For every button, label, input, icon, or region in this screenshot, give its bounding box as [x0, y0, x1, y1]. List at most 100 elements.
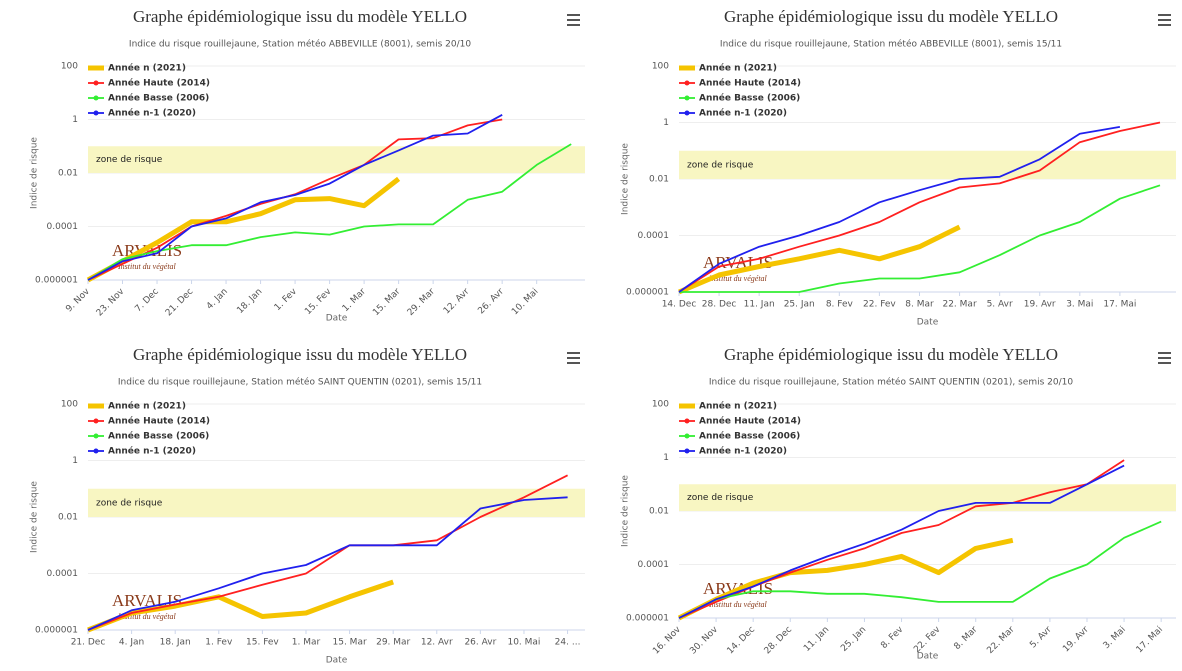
legend-label: Année Haute (2014) [108, 78, 210, 89]
x-tick-label: 22. Mar [985, 625, 1016, 656]
x-tick-label: 15. Fev [246, 638, 279, 648]
series-line [679, 184, 1161, 293]
y-tick-label: 0.0001 [47, 569, 79, 579]
x-tick-label: 22. Fev [912, 624, 943, 655]
legend-item[interactable]: Année n (2021) [679, 401, 777, 412]
x-tick-label: 28. Dec [702, 300, 737, 310]
legend-item[interactable]: Année n (2021) [88, 63, 186, 74]
legend-item[interactable]: Année n-1 (2020) [679, 108, 787, 119]
menu-button[interactable] [567, 14, 580, 26]
y-tick-label: 100 [652, 400, 669, 410]
legend-item[interactable]: Année n-1 (2020) [88, 108, 196, 119]
chart-subtitle: Indice du risque rouillejaune, Station m… [118, 377, 482, 388]
x-tick-label: 14. Dec [726, 625, 758, 657]
x-tick-label: 5. Avr [1028, 625, 1054, 651]
menu-bar [1158, 362, 1171, 364]
menu-bar [1158, 19, 1171, 21]
series-line [678, 121, 1161, 293]
risk-zone [679, 484, 1176, 511]
legend-item[interactable]: Année Basse (2006) [679, 93, 800, 104]
x-tick-label: 8. Mar [952, 625, 979, 652]
series-line [678, 126, 1121, 293]
x-tick-label: 28. Dec [763, 625, 795, 657]
x-tick-label: 18. Jan [235, 287, 264, 316]
legend-marker [93, 95, 99, 101]
legend-label: Année Basse (2006) [699, 431, 800, 442]
legend-label: Année Haute (2014) [699, 416, 801, 427]
legend-item[interactable]: Année n-1 (2020) [88, 446, 196, 457]
legend-item[interactable]: Année Haute (2014) [88, 416, 210, 427]
series-line [677, 537, 1014, 621]
logo-tagline: Institut du végétal [708, 600, 768, 609]
menu-bar [567, 357, 580, 359]
legend-item[interactable]: Année n (2021) [88, 401, 186, 412]
y-tick-label: 100 [61, 400, 78, 410]
x-tick-label: 29. Mar [406, 287, 437, 318]
legend-item[interactable]: Année n-1 (2020) [679, 446, 787, 457]
series-line [678, 224, 961, 295]
x-tick-label: 11. Jan [802, 625, 831, 654]
menu-bar [1158, 357, 1171, 359]
x-tick-label: 4. Jan [205, 287, 230, 312]
y-tick-label: 0.01 [58, 169, 78, 179]
legend-item[interactable]: Année Basse (2006) [679, 431, 800, 442]
legend-item[interactable]: Année Haute (2014) [679, 416, 801, 427]
logo-name: ARVALIS [112, 591, 182, 610]
chart-title: Graphe épidémiologique issu du modèle YE… [724, 7, 1058, 26]
legend-marker [684, 80, 690, 86]
y-tick-label: 1 [663, 453, 669, 463]
legend-item[interactable]: Année Haute (2014) [88, 78, 210, 89]
x-tick-label: 10. Mai [507, 638, 540, 648]
y-tick-label: 1 [72, 456, 78, 466]
series-line [87, 496, 568, 631]
x-tick-label: 26. Avr [476, 287, 506, 317]
menu-button[interactable] [1158, 14, 1171, 26]
y-tick-label: 0.01 [649, 507, 669, 517]
y-tick-label: 1 [663, 118, 669, 128]
x-tick-label: 16. Nov [651, 624, 683, 656]
x-tick-label: 5. Avr [987, 300, 1013, 310]
x-tick-label: 1. Fev [205, 638, 233, 648]
y-axis-title: Indice de risque [30, 137, 40, 209]
x-tick-label: 21. Dec [71, 638, 106, 648]
x-tick-label: 17. Mai [1135, 625, 1165, 655]
chart-panel: Graphe épidémiologique issu du modèle YE… [621, 7, 1176, 328]
series-line [678, 464, 1125, 619]
legend-item[interactable]: Année Haute (2014) [679, 78, 801, 89]
legend-label: Année n (2021) [699, 401, 777, 412]
x-tick-label: 1. Fev [273, 286, 300, 313]
x-tick-label: 24. ... [555, 638, 581, 648]
x-tick-label: 25. Jan [839, 625, 868, 654]
chart-title: Graphe épidémiologique issu du modèle YE… [724, 345, 1058, 364]
menu-button[interactable] [1158, 352, 1171, 364]
series-line [678, 520, 1162, 619]
chart-title: Graphe épidémiologique issu du modèle YE… [133, 7, 467, 26]
y-tick-label: 0.0001 [47, 222, 79, 232]
risk-zone [679, 150, 1176, 179]
legend-label: Année n-1 (2020) [699, 108, 787, 119]
menu-button[interactable] [567, 352, 580, 364]
legend-item[interactable]: Année n (2021) [679, 63, 777, 74]
x-tick-label: 26. Avr [464, 638, 496, 648]
legend-item[interactable]: Année Basse (2006) [88, 93, 209, 104]
x-tick-label: 11. Jan [744, 300, 775, 310]
risk-zone-label: zone de risque [96, 155, 163, 165]
x-tick-label: 21. Dec [164, 287, 196, 319]
logo-tagline: Institut du végétal [708, 274, 768, 283]
x-tick-label: 12. Avr [442, 287, 472, 317]
x-axis-title: Date [917, 652, 939, 662]
x-axis-title: Date [326, 314, 348, 324]
legend-label: Année n-1 (2020) [108, 446, 196, 457]
y-axis-title: Indice de risque [30, 481, 40, 553]
x-tick-label: 25. Jan [784, 300, 815, 310]
y-tick-label: 0.0001 [638, 231, 670, 241]
risk-zone [88, 488, 585, 517]
y-tick-label: 1 [72, 115, 78, 125]
menu-bar [1158, 14, 1171, 16]
chart-subtitle: Indice du risque rouillejaune, Station m… [709, 377, 1073, 388]
logo-tagline: Institut du végétal [117, 612, 177, 621]
x-tick-label: 22. Mar [942, 300, 976, 310]
legend-item[interactable]: Année Basse (2006) [88, 431, 209, 442]
y-tick-label: 0.000001 [626, 614, 669, 624]
